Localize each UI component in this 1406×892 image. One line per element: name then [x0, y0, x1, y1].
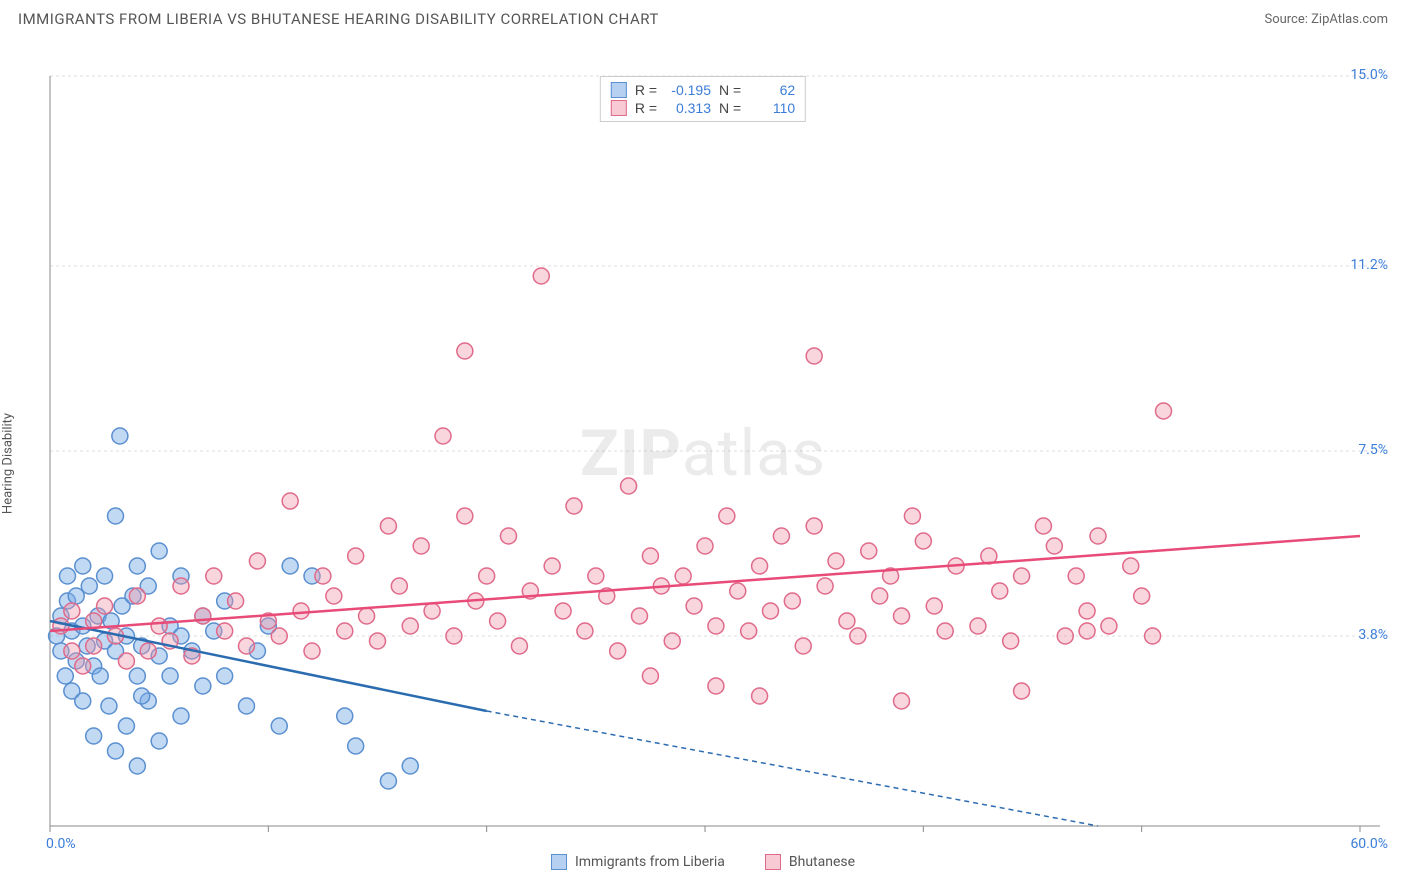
y-tick-label: 7.5% [1358, 442, 1388, 458]
bottom-legend: Immigrants from Liberia Bhutanese [0, 854, 1406, 870]
swatch-liberia [611, 82, 627, 98]
swatch-liberia-icon [551, 854, 567, 870]
y-tick-label: 3.8% [1358, 627, 1388, 643]
y-tick-label: 15.0% [1350, 67, 1388, 83]
source-link[interactable]: ZipAtlas.com [1311, 12, 1388, 27]
y-axis-label: Hearing Disability [1, 413, 16, 514]
source-label: Source: ZipAtlas.com [1264, 12, 1388, 27]
legend-item-liberia: Immigrants from Liberia [551, 854, 725, 870]
y-tick-label: 11.2% [1350, 257, 1388, 273]
x-axis-max-label: 60.0% [1350, 836, 1388, 852]
legend-item-bhutanese: Bhutanese [765, 854, 855, 870]
chart-title: IMMIGRANTS FROM LIBERIA VS BHUTANESE HEA… [18, 10, 659, 28]
swatch-bhutanese-icon [765, 854, 781, 870]
scatter-chart [0, 36, 1406, 876]
swatch-bhutanese [611, 100, 627, 116]
x-axis-min-label: 0.0% [46, 836, 76, 852]
stats-row-bhutanese: R = 0.313 N = 110 [611, 99, 795, 117]
chart-header: IMMIGRANTS FROM LIBERIA VS BHUTANESE HEA… [0, 0, 1406, 36]
chart-area: Hearing Disability ZIPatlas R = -0.195 N… [0, 36, 1406, 876]
stats-row-liberia: R = -0.195 N = 62 [611, 81, 795, 99]
stats-legend-box: R = -0.195 N = 62 R = 0.313 N = 110 [600, 76, 806, 122]
